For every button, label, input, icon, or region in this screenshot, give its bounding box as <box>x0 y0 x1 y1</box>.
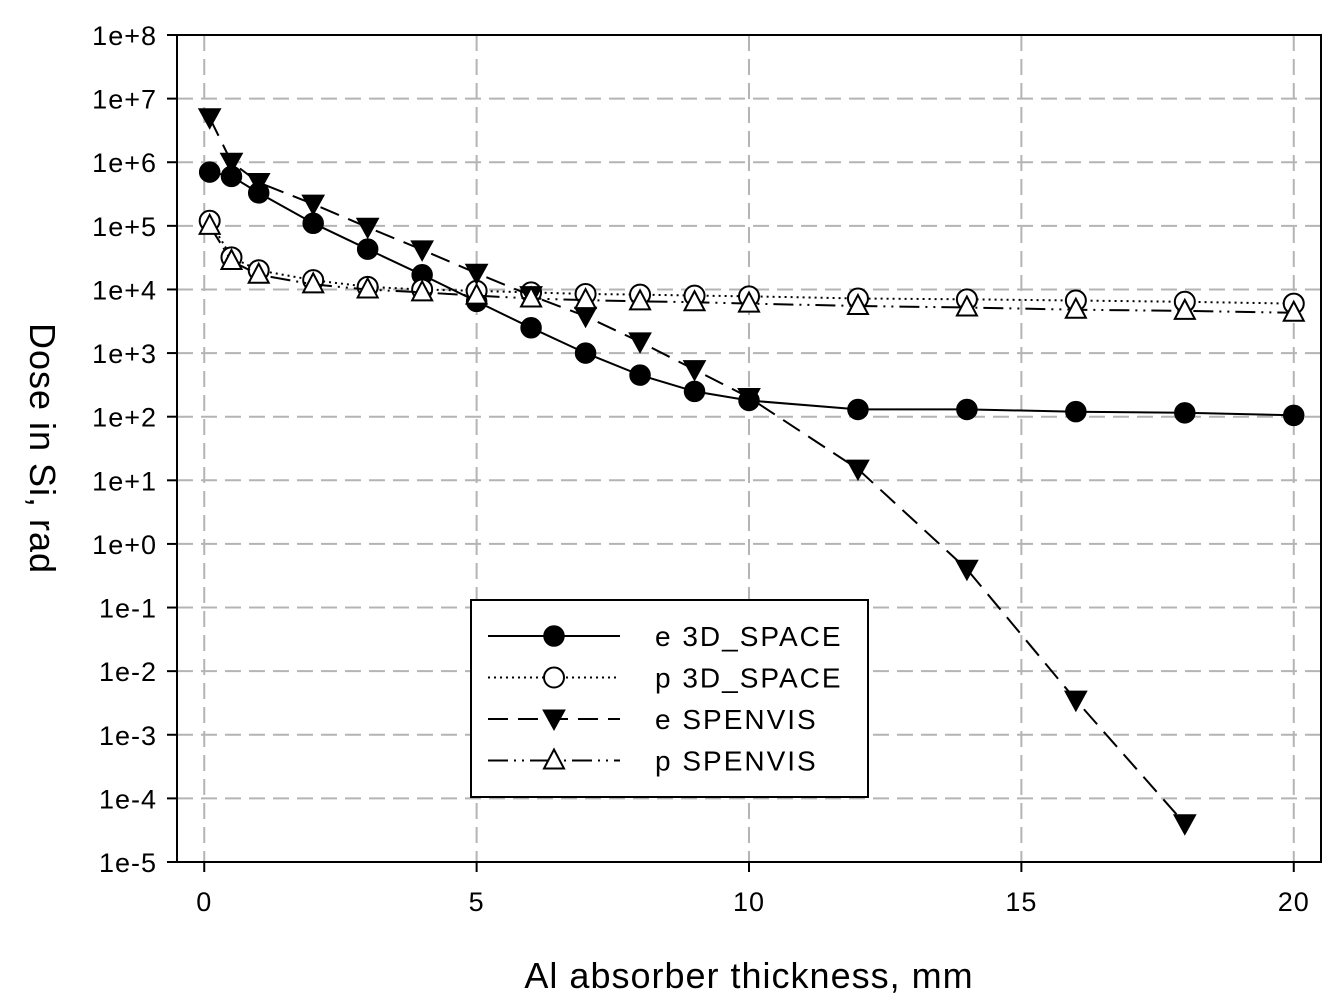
legend-entry: e 3D_SPACE <box>488 621 843 652</box>
data-point <box>1282 299 1306 322</box>
x-tick-label: 0 <box>196 887 212 917</box>
data-point <box>574 342 597 364</box>
y-tick-label: 1e-4 <box>99 784 157 814</box>
y-tick-label: 1e-3 <box>99 721 157 751</box>
series-line <box>208 225 1294 314</box>
data-point <box>1065 400 1087 423</box>
data-point <box>301 271 325 294</box>
y-tick-label: 1e-1 <box>99 594 157 624</box>
data-point <box>682 289 707 312</box>
data-point <box>1064 296 1088 319</box>
data-point <box>302 212 324 234</box>
grid <box>177 34 1321 863</box>
data-point <box>410 240 434 262</box>
legend-label: p SPENVIS <box>655 746 818 777</box>
data-point <box>219 247 244 271</box>
legend-marker <box>542 747 566 770</box>
y-tick-label: 1e+6 <box>92 148 157 178</box>
y-tick-label: 1e+8 <box>92 21 157 51</box>
data-point <box>301 194 326 217</box>
data-point <box>1172 814 1197 836</box>
data-point <box>1283 404 1305 427</box>
data-point <box>198 212 222 235</box>
x-axis-title: Al absorber thickness, mm <box>524 955 973 996</box>
legend-label: p 3D_SPACE <box>655 663 843 694</box>
data-point <box>410 279 434 302</box>
data-point <box>464 282 489 305</box>
series-3 <box>198 212 1306 322</box>
data-point <box>683 380 706 403</box>
data-point <box>247 261 271 284</box>
series-line <box>208 220 1294 305</box>
y-tick-label: 1e+7 <box>92 85 157 115</box>
data-point <box>1064 690 1088 713</box>
data-point <box>628 332 652 354</box>
y-axis-title: Dose in Si, rad <box>22 323 63 574</box>
legend-entry: p 3D_SPACE <box>488 663 843 694</box>
data-point <box>846 292 870 315</box>
data-point <box>1174 402 1196 424</box>
x-tick-label: 15 <box>1005 887 1037 917</box>
data-point <box>628 288 652 311</box>
y-tick-label: 1e-5 <box>99 848 157 878</box>
data-point <box>846 459 870 482</box>
data-point <box>955 559 979 582</box>
data-point <box>956 398 978 421</box>
data-point <box>955 294 979 317</box>
y-tick-label: 1e+2 <box>92 403 157 433</box>
y-tick-label: 1e+3 <box>92 339 157 369</box>
data-point <box>219 152 244 175</box>
data-point <box>629 364 651 386</box>
data-point <box>356 238 379 260</box>
x-tick-label: 10 <box>733 887 765 917</box>
series-layer <box>197 108 1306 836</box>
y-tick-label: 1e+0 <box>92 530 157 560</box>
data-point <box>198 161 221 183</box>
data-point <box>355 217 380 240</box>
legend-entry: e SPENVIS <box>488 704 818 735</box>
data-point <box>519 285 543 308</box>
data-point <box>1173 297 1197 320</box>
legend-marker <box>543 666 565 689</box>
y-tick-label: 1e+4 <box>92 275 157 305</box>
data-point <box>573 286 598 310</box>
ticks: 0 5 10 15 20 1e+8 1e+7 1e+6 1e+5 1e+4 1e+3 1e+2 1e+1… <box>92 21 1310 917</box>
data-point <box>520 317 542 339</box>
x-tick-label: 20 <box>1278 887 1310 917</box>
data-point <box>682 360 707 382</box>
legend-box <box>470 599 869 798</box>
data-point <box>737 388 761 410</box>
data-point <box>356 276 380 299</box>
data-point <box>197 108 222 130</box>
series-line <box>208 117 1186 825</box>
legend-entry: p SPENVIS <box>488 746 818 777</box>
x-tick-label: 5 <box>469 887 485 917</box>
data-point <box>737 290 761 313</box>
legend-marker <box>543 625 565 647</box>
y-tick-label: 1e+5 <box>92 212 157 242</box>
y-tick-label: 1e+1 <box>92 466 157 496</box>
legend-marker <box>542 709 566 732</box>
y-tick-label: 1e-2 <box>99 657 157 687</box>
data-point <box>464 263 489 286</box>
data-point <box>847 398 869 421</box>
data-point <box>246 173 271 195</box>
legend-label: e 3D_SPACE <box>655 621 843 652</box>
legend-label: e SPENVIS <box>655 704 818 735</box>
